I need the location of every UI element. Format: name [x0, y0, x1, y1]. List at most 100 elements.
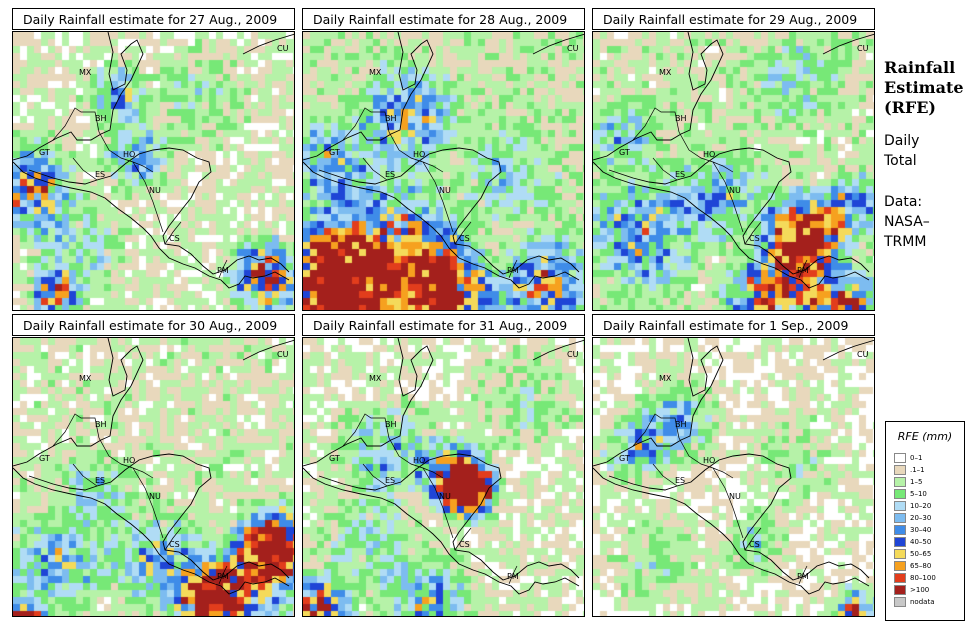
panel-title: Daily Rainfall estimate for 27 Aug., 200… — [12, 8, 295, 30]
country-label-cs: CS — [169, 234, 180, 243]
period-line-2: Total — [884, 153, 917, 169]
country-label-mx: MX — [369, 68, 382, 77]
country-label-pm: PM — [507, 266, 519, 275]
country-label-bh: BH — [675, 420, 687, 429]
country-label-bh: BH — [675, 114, 687, 123]
boundary-line — [303, 32, 434, 161]
country-label-mx: MX — [79, 374, 92, 383]
boundary-line — [303, 467, 580, 595]
legend-label: 50–65 — [910, 550, 932, 558]
rainfall-map: CU MX BH GT HO ES NU CS PM — [592, 31, 875, 311]
rainfall-map: CU MX BH GT HO ES NU CS PM — [302, 337, 585, 617]
country-label-gt: GT — [39, 454, 50, 463]
boundary-line — [388, 131, 444, 173]
period-label: Daily Total — [884, 131, 919, 171]
legend-swatch — [894, 453, 906, 463]
boundary-line — [508, 565, 518, 585]
boundary-line — [164, 527, 182, 551]
boundary-line — [608, 147, 870, 275]
rainfall-grid — [303, 338, 584, 616]
panel-title: Daily Rainfall estimate for 30 Aug., 200… — [12, 314, 295, 336]
country-label-pm: PM — [217, 572, 229, 581]
country-label-gt: GT — [619, 148, 630, 157]
country-label-mx: MX — [79, 68, 92, 77]
boundary-line — [508, 259, 518, 279]
title-line-2: Estimate — [884, 78, 964, 97]
source-line-3: TRMM — [884, 234, 927, 250]
rainfall-grid — [303, 32, 584, 310]
boundary-line — [593, 161, 870, 289]
country-label-nu: NU — [729, 186, 741, 195]
boundary-line — [632, 107, 680, 141]
map-panel-28-aug: Daily Rainfall estimate for 28 Aug., 200… — [302, 8, 585, 311]
country-label-mx: MX — [659, 68, 672, 77]
boundary-line — [13, 161, 290, 289]
boundary-line — [132, 161, 164, 233]
panel-title: Daily Rainfall estimate for 31 Aug., 200… — [302, 314, 585, 336]
boundary-line — [242, 33, 294, 55]
boundary-line — [712, 161, 744, 233]
boundary-line — [652, 463, 678, 487]
legend-label: nodata — [910, 598, 935, 606]
country-label-ho: HO — [703, 150, 716, 159]
boundary-line — [532, 339, 584, 361]
country-label-nu: NU — [729, 492, 741, 501]
country-label-es: ES — [95, 476, 106, 485]
coastline-overlay — [13, 32, 294, 289]
legend-swatch — [894, 465, 906, 475]
boundary-line — [303, 338, 434, 467]
boundary-line — [13, 338, 144, 467]
rainfall-grid — [593, 338, 874, 616]
country-label-nu: NU — [439, 186, 451, 195]
boundary-line — [678, 437, 734, 479]
boundary-line — [98, 131, 154, 173]
boundary-line — [593, 32, 724, 161]
country-label-cs: CS — [749, 234, 760, 243]
data-source-label: Data: NASA– TRMM — [884, 192, 930, 252]
country-label-cs: CS — [749, 540, 760, 549]
boundary-line — [28, 453, 290, 581]
country-label-bh: BH — [385, 420, 397, 429]
boundary-line — [318, 147, 580, 275]
boundary-line — [744, 527, 762, 551]
country-label-cs: CS — [459, 234, 470, 243]
legend-swatch — [894, 525, 906, 535]
country-label-cu: CU — [567, 350, 579, 359]
legend-label: 65–80 — [910, 562, 932, 570]
country-label-ho: HO — [703, 456, 716, 465]
boundary-line — [218, 259, 228, 279]
boundary-line — [318, 453, 580, 581]
legend-label: 30–40 — [910, 526, 932, 534]
rainfall-grid — [593, 32, 874, 310]
map-panel-30-aug: Daily Rainfall estimate for 30 Aug., 200… — [12, 314, 295, 617]
map-panel-29-aug: Daily Rainfall estimate for 29 Aug., 200… — [592, 8, 875, 311]
legend-swatch — [894, 477, 906, 487]
coastline-overlay — [593, 338, 874, 595]
country-label-es: ES — [675, 476, 686, 485]
legend-swatch — [894, 501, 906, 511]
country-label-bh: BH — [385, 114, 397, 123]
boundary-line — [132, 467, 164, 539]
map-panel-1-sep: Daily Rainfall estimate for 1 Sep., 2009… — [592, 314, 875, 617]
legend-label: 5–10 — [910, 490, 927, 498]
country-label-cs: CS — [169, 540, 180, 549]
rainfall-map: CU MX BH GT HO ES NU CS PM — [12, 31, 295, 311]
panel-title: Daily Rainfall estimate for 28 Aug., 200… — [302, 8, 585, 30]
title-line-3: (RFE) — [884, 98, 936, 117]
boundary-line — [744, 221, 762, 245]
source-line-2: NASA– — [884, 214, 930, 230]
country-label-cu: CU — [857, 350, 869, 359]
legend-label: .1–1 — [910, 466, 925, 474]
rfe-legend: RFE (mm) 0–1 .1–1 1–5 5–10 10–20 20–30 30–40 40… — [885, 421, 965, 621]
country-label-bh: BH — [95, 114, 107, 123]
legend-title: RFE (mm) — [897, 430, 953, 443]
country-label-pm: PM — [507, 572, 519, 581]
country-label-cu: CU — [567, 44, 579, 53]
coastline-overlay — [593, 32, 874, 289]
rainfall-grid — [13, 32, 294, 310]
country-label-cu: CU — [857, 44, 869, 53]
legend-swatch — [894, 537, 906, 547]
boundary-line — [454, 527, 472, 551]
boundary-line — [342, 413, 390, 447]
country-label-nu: NU — [149, 186, 161, 195]
